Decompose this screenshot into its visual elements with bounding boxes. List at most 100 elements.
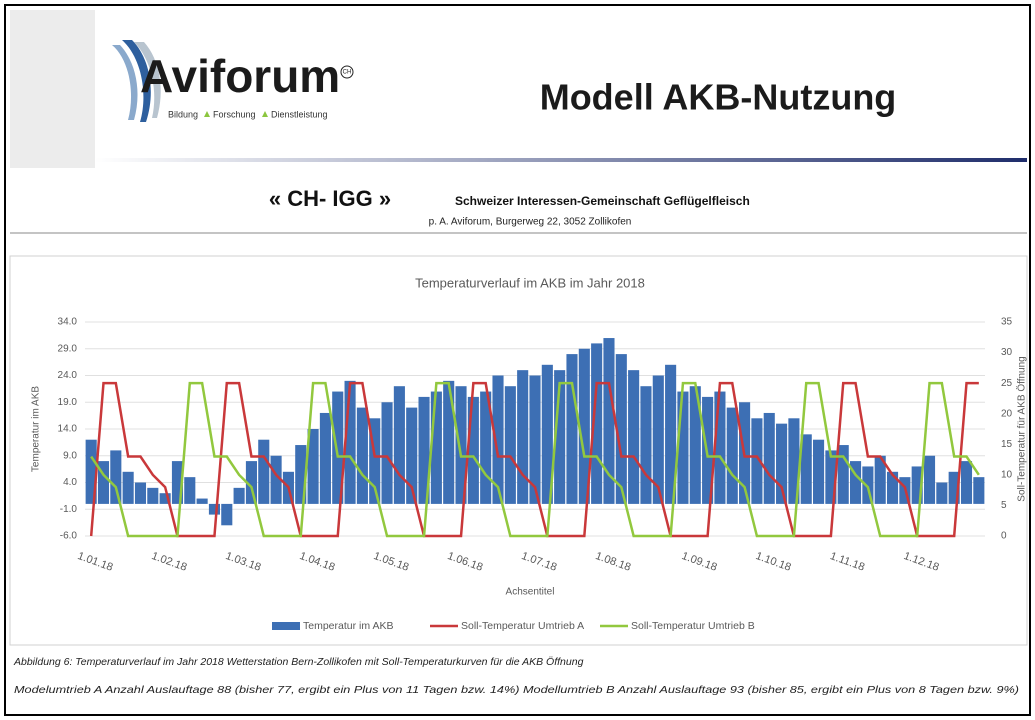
bar — [356, 407, 368, 504]
y2-tick-label: 5 — [1001, 500, 1007, 511]
bar — [443, 380, 455, 504]
bar — [184, 477, 196, 504]
bar — [615, 354, 627, 504]
y-tick-label: 34.0 — [58, 317, 78, 328]
logo-swoosh — [112, 45, 138, 120]
logo-swoosh — [134, 42, 161, 118]
caption: Abbildung 6: Temperaturverlauf im Jahr 2… — [13, 656, 584, 668]
bar — [677, 391, 689, 504]
bar — [554, 370, 566, 504]
bar — [652, 375, 664, 504]
bar — [640, 386, 652, 504]
line — [90, 381, 980, 538]
y-tick-label: 29.0 — [58, 343, 78, 354]
bar — [295, 445, 307, 504]
bar — [566, 354, 578, 504]
y2-tick-label: 30 — [1001, 347, 1013, 358]
header-rule — [95, 158, 1027, 162]
bar — [776, 423, 788, 504]
legend-label: Temperatur im AKB — [303, 620, 393, 632]
logo-swoosh — [122, 40, 151, 122]
bar — [862, 466, 874, 504]
bar — [837, 445, 849, 504]
y2-tick-label: 10 — [1001, 469, 1013, 480]
org-address: p. A. Aviforum, Burgerweg 22, 3052 Zolli… — [429, 217, 632, 228]
bar — [813, 439, 825, 504]
y2-tick-label: 25 — [1001, 378, 1013, 389]
bar — [344, 380, 356, 504]
bar — [258, 439, 270, 504]
bar — [578, 348, 590, 504]
y-tick-label: 24.0 — [58, 370, 78, 381]
bar — [948, 471, 960, 504]
bar — [973, 477, 985, 504]
tagline-triangle — [204, 111, 210, 117]
bar — [245, 461, 257, 504]
bar — [825, 450, 837, 504]
logo-mark: CH — [343, 70, 352, 76]
bar — [369, 418, 381, 504]
bar — [147, 487, 159, 504]
bar — [763, 412, 775, 504]
tagline-word: Dienstleistung — [271, 109, 328, 119]
y2-tick-label: 35 — [1001, 317, 1013, 328]
bar — [517, 370, 529, 504]
bar — [332, 391, 344, 504]
bar — [406, 407, 418, 504]
line — [89, 381, 979, 538]
y-tick-label: 19.0 — [58, 397, 78, 408]
bar — [110, 450, 122, 504]
tagline-triangle — [262, 111, 268, 117]
bar — [97, 461, 110, 504]
logo: Aviforum CH Bildung Forschung Dienstleis… — [112, 40, 354, 122]
bar — [628, 370, 640, 504]
bar — [85, 439, 97, 504]
org-name: Schweizer Interessen-Gemeinschaft Geflüg… — [455, 194, 750, 208]
bar — [221, 503, 233, 526]
logo-text: Aviforum — [140, 50, 340, 102]
bar — [430, 391, 442, 504]
bar — [960, 461, 973, 504]
org-short: « CH- IGG » — [269, 186, 391, 211]
y-tick-label: -1.0 — [60, 504, 78, 515]
header-stripe — [10, 10, 95, 168]
tagline-word: Forschung — [213, 109, 256, 119]
bar — [874, 455, 886, 504]
y-tick-label: 14.0 — [58, 424, 78, 435]
tagline-word: Bildung — [168, 109, 198, 119]
bar — [788, 418, 800, 504]
bar — [418, 396, 430, 504]
slide-title: Modell AKB-Nutzung — [540, 77, 897, 118]
bar — [467, 396, 479, 504]
legend-label: Soll-Temperatur Umtrieb A — [461, 620, 584, 632]
y-tick-label: -6.0 — [60, 531, 78, 542]
bar — [233, 487, 245, 504]
y-axis-title: Temperatur im AKB — [31, 386, 42, 472]
y-tick-label: 9.0 — [63, 450, 77, 461]
y2-tick-label: 15 — [1001, 439, 1013, 450]
bar — [270, 455, 282, 504]
bar — [159, 493, 171, 504]
y-tick-label: 4.0 — [63, 477, 77, 488]
bar — [886, 471, 899, 504]
bar — [208, 503, 220, 515]
bar — [480, 391, 492, 504]
bar — [455, 386, 467, 504]
caption: Modelumtrieb A Anzahl Auslauftage 88 (bi… — [14, 684, 1019, 696]
y2-tick-label: 20 — [1001, 408, 1013, 419]
bar — [196, 498, 208, 504]
bar — [171, 461, 184, 504]
bar — [751, 418, 763, 504]
logo-mark-circle — [340, 65, 354, 79]
bar — [134, 482, 147, 504]
y2-axis-title: Soll-Temperatur für AKB Öffnung — [1016, 356, 1028, 501]
x-axis-title: Achsentitel — [506, 587, 555, 598]
bar — [541, 364, 553, 504]
bar — [714, 391, 726, 504]
bar — [529, 375, 541, 504]
bar — [936, 482, 948, 504]
bar — [319, 412, 331, 504]
bar — [726, 407, 738, 504]
bar — [665, 364, 677, 504]
